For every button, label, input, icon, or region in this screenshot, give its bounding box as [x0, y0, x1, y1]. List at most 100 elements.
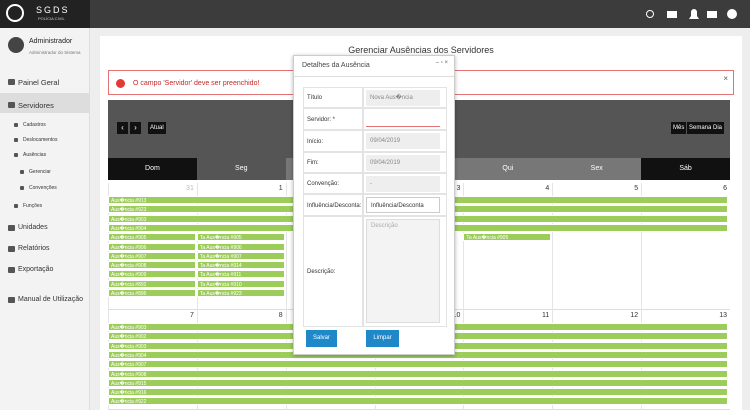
field-cell — [363, 173, 447, 194]
field-input[interactable]: Influência/Desconta — [366, 197, 440, 213]
menu-icon — [20, 170, 24, 174]
field-label: Título — [303, 87, 363, 108]
menu-item[interactable]: Ausências — [23, 152, 47, 158]
menu-item[interactable]: Relatórios — [18, 245, 50, 252]
menu-item[interactable]: Deslocamentos — [23, 137, 58, 143]
today-button[interactable]: Atual — [148, 122, 166, 134]
field-cell — [363, 152, 447, 173]
field-cell — [363, 87, 447, 108]
menu-icon — [14, 153, 18, 157]
event[interactable]: Aus�ncia #909 — [108, 270, 196, 279]
view-button[interactable]: Semana — [687, 122, 714, 134]
field-cell — [363, 108, 447, 130]
logo-subtitle: POLÍCIA CIVIL — [38, 16, 65, 21]
event[interactable]: Aus�ncia #906 — [108, 242, 196, 251]
day-cell — [196, 310, 286, 410]
event[interactable]: Aus�ncia #915 — [108, 378, 728, 387]
weekday-header: Seg — [196, 158, 286, 180]
menu-item[interactable]: Exportação — [18, 266, 54, 273]
event[interactable]: Ta Aus�ncia #923 — [196, 289, 285, 297]
event[interactable]: Ta Aus�ncia #914 — [196, 261, 285, 270]
menu-item[interactable]: Unidades — [18, 224, 48, 231]
event[interactable]: Ta Aus�ncia #910 — [196, 279, 285, 288]
event[interactable]: Ta Aus�ncia #911 — [196, 270, 285, 279]
event[interactable]: Aus�ncia #896 — [108, 289, 196, 297]
menu-item[interactable]: Gerenciar — [29, 169, 51, 175]
weekday-header: Sex — [552, 158, 642, 180]
field-cell — [363, 216, 447, 327]
day-cell — [285, 310, 375, 410]
field-input[interactable]: - — [366, 176, 440, 192]
event[interactable]: Aus�ncia #916 — [108, 388, 728, 397]
day-cell — [552, 310, 641, 410]
menu-item[interactable]: Cadastros — [23, 122, 46, 128]
event[interactable]: Ta Aus�ncia #905 — [463, 233, 552, 242]
day-number: 12 — [630, 312, 639, 319]
menu-item[interactable]: Manual de Utilização — [18, 296, 83, 303]
day-number: 13 — [719, 312, 727, 319]
day-number: 1 — [278, 185, 283, 192]
menu-item[interactable]: Convenções — [29, 185, 57, 191]
menu-icon — [20, 186, 24, 190]
field-label: Fim: — [303, 152, 363, 173]
day-cell — [463, 310, 552, 410]
modal-divider — [294, 76, 454, 77]
day-cell — [463, 183, 552, 310]
event[interactable]: Ta Aus�ncia #907 — [196, 251, 285, 260]
view-button[interactable]: Mês — [671, 122, 687, 134]
field-label: Servidor: * — [303, 108, 363, 130]
day-cell — [374, 310, 464, 410]
servidor-input[interactable] — [366, 111, 440, 127]
prev-button[interactable]: ‹ — [117, 122, 128, 134]
alert-icon — [116, 79, 125, 88]
modal-button[interactable]: Salvar — [306, 330, 337, 347]
menu-icon — [14, 138, 18, 142]
sidebar: Administrador Administrador do Sistema P… — [0, 28, 90, 410]
event[interactable]: Aus�ncia #908 — [108, 369, 728, 378]
day-cell — [108, 310, 197, 410]
day-number: 4 — [545, 185, 550, 192]
field-label: Influência/Desconta: — [303, 194, 363, 216]
field-label: Descrição: — [303, 216, 363, 327]
modal-button[interactable]: Limpar — [366, 330, 399, 347]
logo[interactable]: SGDS POLÍCIA CIVIL — [0, 0, 90, 28]
user-name: Administrador — [29, 38, 73, 45]
day-cell — [285, 183, 375, 310]
weekday-header: Sáb — [641, 158, 730, 180]
day-number: 6 — [723, 185, 727, 192]
menu-item[interactable]: Funções — [23, 203, 43, 209]
field-input[interactable]: Descrição — [366, 219, 440, 323]
view-button[interactable]: Dia — [711, 122, 725, 134]
day-number: 11 — [541, 312, 550, 319]
event[interactable]: Ta Aus�ncia #906 — [196, 242, 285, 251]
field-input[interactable]: Nova Aus�ncia — [366, 90, 440, 106]
menu-icon — [8, 267, 15, 273]
modal-controls[interactable]: – ▫ × — [435, 60, 448, 66]
field-cell — [363, 194, 447, 216]
event[interactable]: Aus�ncia #908 — [108, 261, 196, 270]
menu-icon — [8, 79, 15, 85]
event[interactable]: Aus�ncia #907 — [108, 360, 728, 369]
menu-item[interactable]: Servidores — [18, 101, 54, 110]
next-button[interactable]: › — [130, 122, 141, 134]
alert-close[interactable]: × — [723, 74, 728, 83]
event[interactable]: Aus�ncia #907 — [108, 251, 196, 260]
page-title: Gerenciar Ausências dos Servidores — [348, 45, 494, 55]
menu-item[interactable]: Painel Geral — [18, 78, 60, 87]
event[interactable]: Aus�ncia #905 — [108, 233, 196, 242]
field-input[interactable]: 09/04/2019 — [366, 155, 440, 171]
menu-icon — [14, 123, 18, 127]
event[interactable]: Aus�ncia #922 — [108, 397, 728, 406]
top-icons — [646, 9, 737, 19]
menu-icon — [8, 102, 15, 108]
day-number: 10 — [452, 312, 461, 319]
field-input[interactable]: 09/04/2019 — [366, 133, 440, 149]
menu-icon — [8, 297, 15, 303]
event[interactable]: Aus�ncia #892 — [108, 279, 196, 288]
field-label: Início: — [303, 130, 363, 152]
modal-title: Detalhes da Ausência — [302, 62, 370, 69]
event[interactable]: Ta Aus�ncia #905 — [196, 233, 285, 242]
weekday-header: Qui — [463, 158, 553, 180]
logo-title: SGDS — [36, 5, 70, 15]
